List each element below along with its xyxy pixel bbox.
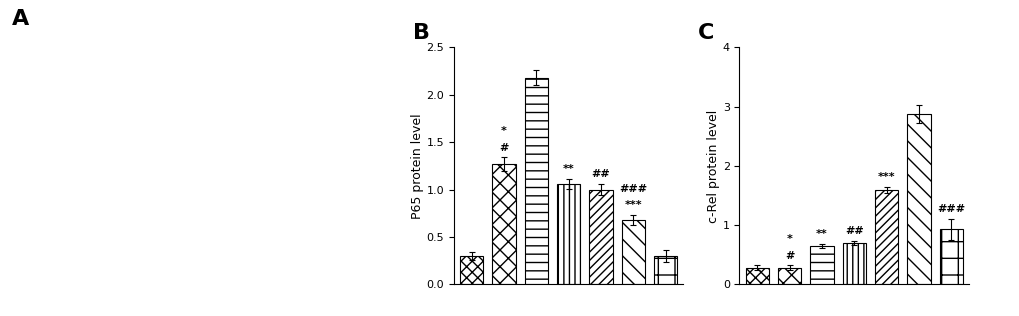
- Text: *: *: [786, 234, 792, 244]
- Bar: [492, 164, 516, 284]
- Text: B: B: [413, 23, 429, 43]
- Legend: Control, OGD/R0h, OGD/R3h, OGD/R6h, OGD/R12h, OGD/R24h, OGD/R36h: Control, OGD/R0h, OGD/R3h, OGD/R6h, OGD/…: [830, 51, 918, 152]
- Text: ***: ***: [877, 172, 895, 182]
- Bar: [809, 246, 833, 284]
- Bar: [556, 184, 580, 284]
- Text: **: **: [562, 164, 574, 174]
- Bar: [906, 114, 929, 284]
- Bar: [621, 220, 644, 284]
- Bar: [524, 78, 547, 284]
- Bar: [460, 256, 483, 284]
- Y-axis label: P65 protein level: P65 protein level: [411, 113, 423, 219]
- Bar: [745, 268, 768, 284]
- Bar: [777, 268, 801, 284]
- Text: ###: ###: [936, 204, 964, 214]
- Text: **: **: [815, 229, 827, 239]
- Text: A: A: [12, 9, 30, 29]
- Text: #: #: [499, 143, 508, 153]
- Text: ##: ##: [844, 226, 863, 236]
- Text: ##: ##: [591, 169, 609, 179]
- Bar: [874, 190, 898, 284]
- Bar: [589, 190, 612, 284]
- Bar: [842, 243, 865, 284]
- Bar: [938, 229, 962, 284]
- Text: *: *: [500, 126, 506, 136]
- Text: ###: ###: [619, 184, 647, 194]
- Text: #: #: [785, 251, 794, 261]
- Text: C: C: [698, 23, 714, 43]
- Y-axis label: c-Rel protein level: c-Rel protein level: [706, 109, 719, 222]
- Text: ***: ***: [624, 200, 642, 210]
- Bar: [653, 256, 677, 284]
